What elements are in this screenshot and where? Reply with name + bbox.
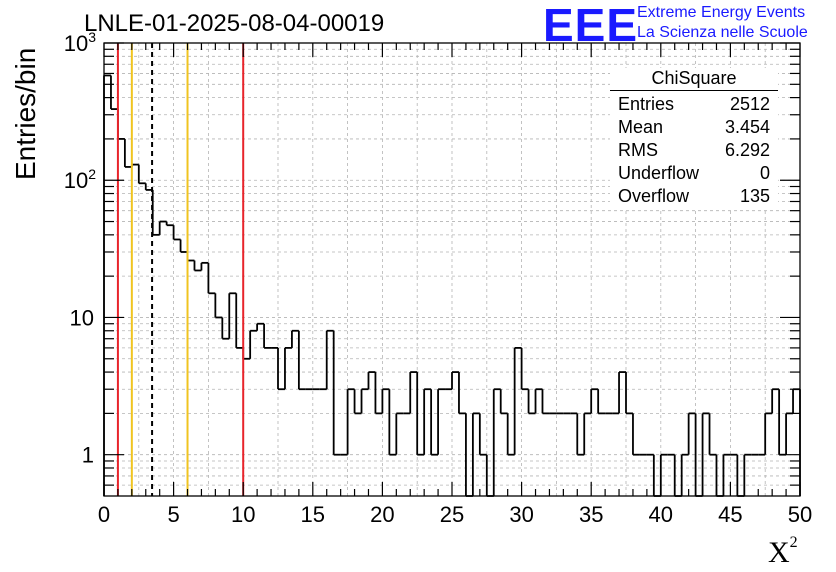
stats-value: 2512	[729, 94, 770, 114]
stats-box-title: ChiSquare	[610, 68, 778, 91]
stats-row-underflow: Underflow 0	[610, 162, 778, 185]
stats-label: Mean	[618, 117, 664, 137]
x-tick-label: 25	[440, 502, 464, 527]
stats-label: Entries	[618, 94, 675, 114]
stats-row-rms: RMS 6.292	[610, 139, 778, 162]
x-tick-label: 35	[579, 502, 603, 527]
axis-ticks	[103, 42, 801, 496]
reference-lines	[116, 43, 245, 496]
y-tick-label: 103	[64, 29, 96, 56]
y-tick-label: 102	[64, 166, 96, 193]
y-axis-label: Entries/bin	[10, 47, 41, 180]
stats-value: 0	[759, 163, 770, 183]
x-tick-label: 10	[231, 502, 255, 527]
x-tick-label: 15	[301, 502, 325, 527]
logo-line-1: Extreme Energy Events	[637, 4, 806, 21]
stats-rows: Entries 2512 Mean 3.454 RMS 6.292 Underflow 0 Ov…	[610, 93, 778, 208]
x-axis-label: X2	[768, 534, 798, 570]
stats-row-mean: Mean 3.454	[610, 116, 778, 139]
x-axis-label-base: X	[768, 536, 790, 569]
x-tick-label: 5	[167, 502, 179, 527]
logo-line-2: La Scienza nelle Scuole	[637, 24, 808, 41]
y-tick-label: 1	[82, 443, 94, 468]
stats-row-entries: Entries 2512	[610, 93, 778, 116]
stats-label: Underflow	[618, 163, 700, 183]
stats-label: RMS	[618, 140, 658, 160]
x-tick-label: 50	[788, 502, 812, 527]
stats-value: 135	[739, 186, 770, 206]
y-tick-labels: 1 10 102 103	[64, 29, 96, 468]
eee-logo: EEE	[543, 0, 639, 51]
x-tick-label: 40	[649, 502, 673, 527]
x-tick-label: 20	[370, 502, 394, 527]
x-axis-label-sup: 2	[789, 534, 798, 551]
x-tick-label: 45	[718, 502, 742, 527]
y-tick-label: 10	[70, 305, 94, 330]
stats-box: ChiSquare Entries 2512 Mean 3.454 RMS 6.292 Un…	[610, 68, 778, 208]
x-tick-labels: 0 5 10 15 20 25 30 35 40 45 50	[98, 502, 812, 527]
x-tick-label: 30	[509, 502, 533, 527]
histogram-bars	[103, 74, 801, 497]
stats-value: 3.454	[724, 117, 770, 137]
stats-row-overflow: Overflow 135	[610, 185, 778, 208]
chart-title: LNLE-01-2025-08-04-00019	[84, 10, 385, 37]
stats-label: Overflow	[618, 186, 690, 206]
stats-value: 6.292	[724, 140, 770, 160]
x-tick-label: 0	[98, 502, 110, 527]
